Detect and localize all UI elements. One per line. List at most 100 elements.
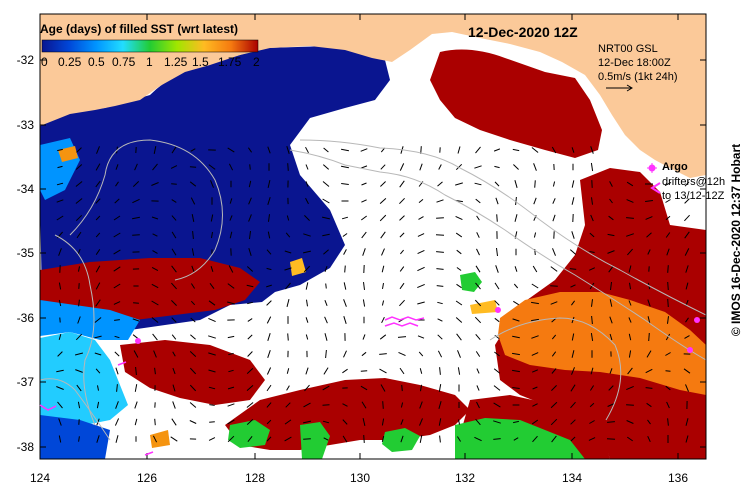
velocity-arrow xyxy=(645,368,653,374)
velocity-arrow xyxy=(590,146,594,154)
velocity-arrow xyxy=(267,333,271,341)
velocity-arrow xyxy=(665,385,671,391)
velocity-arrow xyxy=(399,180,405,188)
velocity-arrow xyxy=(76,147,82,153)
velocity-arrow xyxy=(305,197,309,205)
velocity-arrow xyxy=(247,147,253,153)
velocity-arrow xyxy=(512,387,520,389)
velocity-arrow xyxy=(114,198,120,204)
velocity-arrow xyxy=(154,367,156,375)
velocity-arrow xyxy=(248,248,252,256)
velocity-arrow xyxy=(227,435,235,443)
velocity-arrow xyxy=(170,165,178,169)
velocity-arrow xyxy=(113,266,121,272)
velocity-arrow xyxy=(56,386,64,390)
velocity-arrow xyxy=(609,316,613,324)
velocity-arrow xyxy=(190,197,196,205)
velocity-arrow xyxy=(476,385,480,391)
velocity-arrow xyxy=(171,334,177,340)
velocity-arrow xyxy=(228,369,234,373)
velocity-arrow xyxy=(323,367,329,375)
velocity-arrow xyxy=(647,316,651,324)
velocity-arrow xyxy=(247,334,253,340)
contour-lines xyxy=(40,139,706,441)
velocity-arrow xyxy=(455,300,463,306)
velocity-arrow xyxy=(227,419,235,425)
velocity-arrow xyxy=(227,386,235,390)
velocity-arrow xyxy=(608,265,614,273)
velocity-arrow xyxy=(246,266,254,272)
velocity-arrow xyxy=(227,301,235,305)
velocity-arrow xyxy=(665,232,671,238)
velocity-arrow xyxy=(208,352,216,356)
orange-speck-1 xyxy=(58,146,78,162)
velocity-arrow xyxy=(58,418,62,426)
velocity-arrow xyxy=(534,180,536,188)
velocity-arrow xyxy=(191,265,195,273)
velocity-arrow xyxy=(229,231,233,239)
velocity-arrow xyxy=(362,417,366,427)
velocity-arrow xyxy=(399,299,405,307)
velocity-arrow xyxy=(247,351,253,357)
velocity-arrow xyxy=(437,334,443,340)
velocity-arrow xyxy=(398,351,406,357)
velocity-arrow xyxy=(379,198,387,204)
velocity-arrow xyxy=(474,436,482,442)
velocity-arrow xyxy=(531,419,539,425)
velocity-arrow xyxy=(208,369,216,373)
velocity-arrow xyxy=(208,437,216,441)
velocity-arrow xyxy=(419,434,423,444)
velocity-arrow xyxy=(152,163,158,171)
velocity-arrow xyxy=(189,420,197,424)
velocity-arrow xyxy=(115,181,119,187)
velocity-arrow xyxy=(512,352,520,356)
velocity-arrow xyxy=(436,285,444,287)
velocity-arrow xyxy=(606,438,616,440)
velocity-arrow xyxy=(210,214,214,222)
y-tick-label: -36 xyxy=(16,311,34,325)
velocity-arrow xyxy=(418,351,424,357)
velocity-arrow xyxy=(94,352,102,356)
velocity-arrow xyxy=(570,419,576,425)
velocity-arrow xyxy=(246,419,254,425)
velocity-arrow xyxy=(75,164,83,170)
velocity-arrow xyxy=(228,265,234,273)
velocity-arrow xyxy=(684,181,690,187)
velocity-arrow xyxy=(115,367,119,375)
velocity-arrow xyxy=(344,265,346,273)
velocity-arrow xyxy=(628,333,632,341)
drifters-legend-sublabel: to 13/12-12Z xyxy=(662,190,725,202)
velocity-arrow xyxy=(57,165,63,169)
velocity-arrow xyxy=(646,232,652,238)
velocity-arrow xyxy=(114,418,120,426)
velocity-arrow xyxy=(570,384,576,392)
velocity-arrow xyxy=(57,351,63,357)
velocity-arrow xyxy=(399,282,405,290)
velocity-arrow xyxy=(75,214,83,222)
velocity-arrow xyxy=(628,300,632,306)
velocity-arrow xyxy=(475,282,481,290)
velocity-arrow xyxy=(305,146,309,154)
green-region-south xyxy=(455,418,585,459)
velocity-arrow xyxy=(417,335,425,339)
velocity-arrow xyxy=(591,299,593,307)
velocity-arrow xyxy=(266,436,272,442)
velocity-arrow xyxy=(229,215,233,221)
velocity-arrow xyxy=(647,419,651,425)
imos-credit: © IMOS 16-Dec-2020 12:37 Hobart xyxy=(729,143,743,337)
velocity-arrow xyxy=(303,438,311,440)
velocity-arrow xyxy=(439,367,441,375)
velocity-arrow xyxy=(667,418,669,426)
velocity-arrow xyxy=(56,215,64,221)
velocity-arrow xyxy=(628,265,632,273)
velocity-arrow xyxy=(588,267,596,271)
velocity-arrow xyxy=(380,181,386,187)
velocity-arrow xyxy=(436,199,444,203)
x-tick-label: 124 xyxy=(29,471,51,485)
velocity-arrow xyxy=(322,181,330,187)
velocity-arrow xyxy=(228,352,234,356)
velocity-arrow xyxy=(569,268,577,270)
velocity-arrow xyxy=(248,214,252,222)
contour-southwest xyxy=(40,378,111,441)
x-tick-label: 126 xyxy=(136,471,158,485)
